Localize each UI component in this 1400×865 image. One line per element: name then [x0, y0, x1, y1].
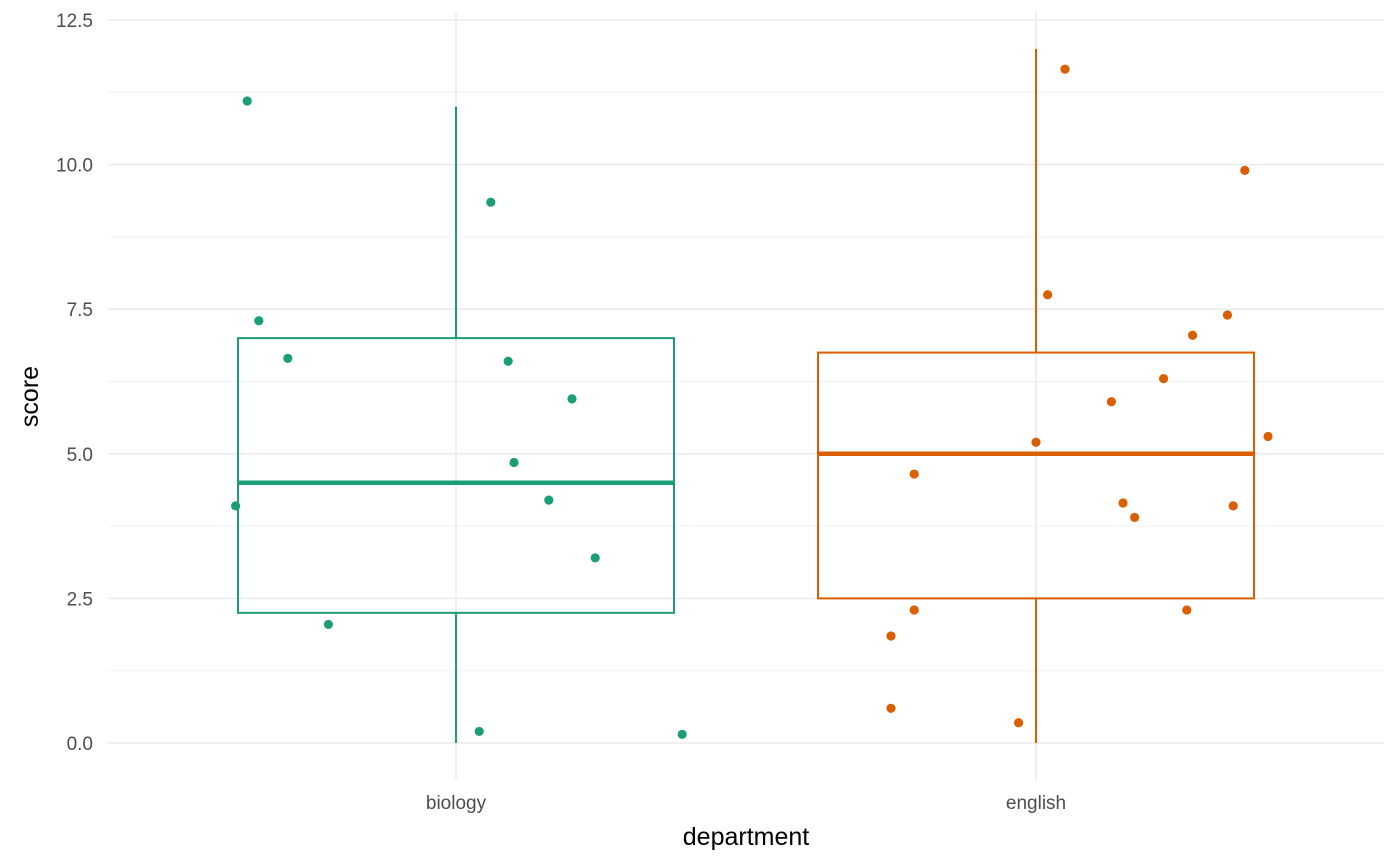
data-point-english: [909, 605, 919, 615]
data-point-english: [1240, 165, 1250, 175]
data-point-biology: [567, 394, 577, 404]
data-point-biology: [509, 457, 519, 468]
x-axis-ticks: biology english: [426, 793, 1066, 814]
data-point-english: [1014, 718, 1024, 728]
data-point-english: [909, 469, 919, 479]
data-point-english: [1188, 330, 1198, 340]
y-tick-label: 10.0: [56, 156, 93, 177]
boxes: [237, 48, 1255, 743]
data-point-english: [1228, 501, 1238, 511]
data-point-english: [1182, 605, 1192, 615]
grid-lines: [108, 12, 1384, 780]
y-tick-label: 2.5: [67, 589, 93, 610]
data-point-biology: [590, 553, 600, 563]
data-point-biology: [231, 501, 241, 511]
data-point-biology: [486, 197, 496, 207]
data-point-biology: [283, 353, 293, 363]
data-point-english: [1118, 498, 1128, 508]
data-point-english: [1060, 64, 1070, 74]
x-axis-title: department: [683, 823, 810, 851]
data-point-biology: [503, 356, 513, 366]
data-point-english: [1263, 431, 1273, 442]
data-point-english: [1159, 374, 1169, 384]
y-tick-label: 5.0: [67, 445, 93, 466]
data-point-english: [886, 703, 896, 713]
box-biology: [237, 106, 675, 743]
data-point-biology: [544, 495, 554, 505]
x-tick-label-english: english: [1006, 793, 1066, 814]
y-axis-title: score: [16, 366, 44, 427]
data-point-biology: [254, 316, 264, 326]
box-iqr: [817, 351, 1255, 600]
data-point-english: [1043, 290, 1053, 300]
data-point-biology: [242, 96, 252, 106]
y-tick-label: 0.0: [67, 734, 93, 755]
box-english: [817, 48, 1255, 743]
data-points: [231, 64, 1273, 739]
data-point-biology: [677, 729, 687, 739]
y-tick-label: 7.5: [67, 300, 93, 321]
data-point-english: [1106, 397, 1116, 407]
data-point-english: [1031, 437, 1041, 447]
y-axis-ticks: 0.0 2.5 5.0 7.5 10.0 12.5: [56, 11, 93, 755]
box-iqr: [237, 337, 675, 614]
data-point-biology: [323, 619, 333, 630]
data-point-english: [886, 631, 896, 641]
data-point-english: [1130, 512, 1140, 523]
x-tick-label-biology: biology: [426, 793, 487, 814]
y-tick-label: 12.5: [56, 11, 93, 32]
data-point-english: [1222, 310, 1232, 320]
data-point-biology: [474, 726, 484, 737]
